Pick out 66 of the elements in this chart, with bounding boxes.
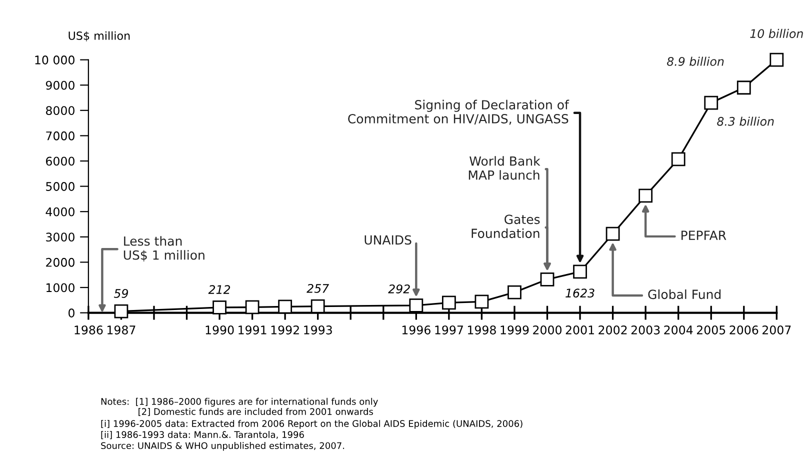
data-label: 59 (114, 288, 128, 298)
annotation: Global Fund (648, 289, 721, 300)
annotation: Signing of Declaration of Commitment on HIV/AIDS, UNGASS (348, 100, 570, 125)
data-label: 257 (306, 284, 330, 293)
x-tick-label: 2004 (664, 326, 693, 334)
data-label: 1623 (566, 288, 594, 298)
annotation: 10 billion (750, 28, 803, 38)
text: [i] 1996-2005 data: Extracted from 2006 Report on the Global AIDS Epidemic (UNAIDS, 2006) (101, 420, 522, 429)
y-tick-label: 4000 (46, 207, 74, 216)
x-tick-label: 2005 (696, 326, 726, 334)
point (212, 300, 226, 314)
x-tick-label: 1996 (402, 326, 430, 334)
annotation: 8.9 billion (666, 56, 724, 66)
annotation: 8.3 billion (717, 116, 774, 126)
point (409, 298, 424, 312)
y-tick-label: 9000 (46, 80, 74, 90)
point (638, 188, 653, 203)
y-axis-title: US$ million (68, 31, 130, 42)
y-tick-label: 8000 (46, 106, 74, 116)
y-tick-label: 2000 (46, 258, 74, 267)
x-tick-label: 1990 (206, 326, 234, 334)
x-tick-label: 1991 (238, 326, 266, 334)
point (508, 285, 522, 300)
x-tick-label: 1987 (107, 326, 136, 334)
point (736, 80, 751, 95)
y-tick-label: 0 (68, 308, 74, 318)
point (573, 264, 587, 279)
annotation: World Bank MAP launch (468, 156, 540, 180)
annotation: Less than US$ 1 million (124, 236, 204, 262)
point (671, 152, 686, 166)
x-tick-label: 2003 (631, 326, 660, 334)
x-tick-label: 1993 (304, 326, 332, 334)
x-tick-label: 1999 (500, 326, 529, 334)
data-label: 212 (208, 285, 230, 294)
point (704, 96, 718, 110)
point (278, 300, 292, 314)
x-tick-label: 2002 (598, 326, 627, 334)
text: Notes: [1] 1986–2000 figures are for international funds only [2] Domestic funds are included from 2001 onwards (101, 398, 378, 416)
x-tick-label: 1998 (468, 326, 496, 334)
y-tick-label: 10 000 (35, 56, 74, 64)
data-label: 292 (388, 284, 410, 294)
point (540, 272, 554, 286)
x-tick-label: 1997 (435, 326, 463, 334)
point (474, 294, 489, 309)
y-tick-label: 5000 (46, 182, 74, 191)
x-tick-label: 1992 (271, 326, 299, 334)
point (606, 226, 620, 241)
point (114, 304, 128, 318)
point (245, 300, 260, 314)
annotation: PEPFAR (682, 230, 726, 240)
y-tick-label: 6000 (46, 156, 74, 166)
point (310, 299, 325, 314)
y-tick-label: 1000 (46, 283, 74, 292)
annotation: Gates Foundation (472, 214, 540, 238)
x-tick-label: 2000 (533, 326, 562, 334)
x-tick-label: 1986 (74, 326, 103, 334)
point (442, 296, 456, 310)
x-tick-label: 2001 (566, 326, 594, 334)
point (770, 52, 784, 67)
x-tick-label: 2006 (730, 326, 758, 334)
source-note: Source: UNAIDS & WHO unpublished estimates, 2007. (101, 442, 344, 451)
y-tick-label: 7000 (46, 131, 74, 140)
y-tick-label: 3000 (46, 232, 74, 242)
annotation: UNAIDS (364, 235, 412, 245)
text: [ii] 1986-1993 data: Mann.&. Tarantola, 1996 (101, 431, 304, 440)
x-tick-label: 2007 (762, 326, 791, 334)
